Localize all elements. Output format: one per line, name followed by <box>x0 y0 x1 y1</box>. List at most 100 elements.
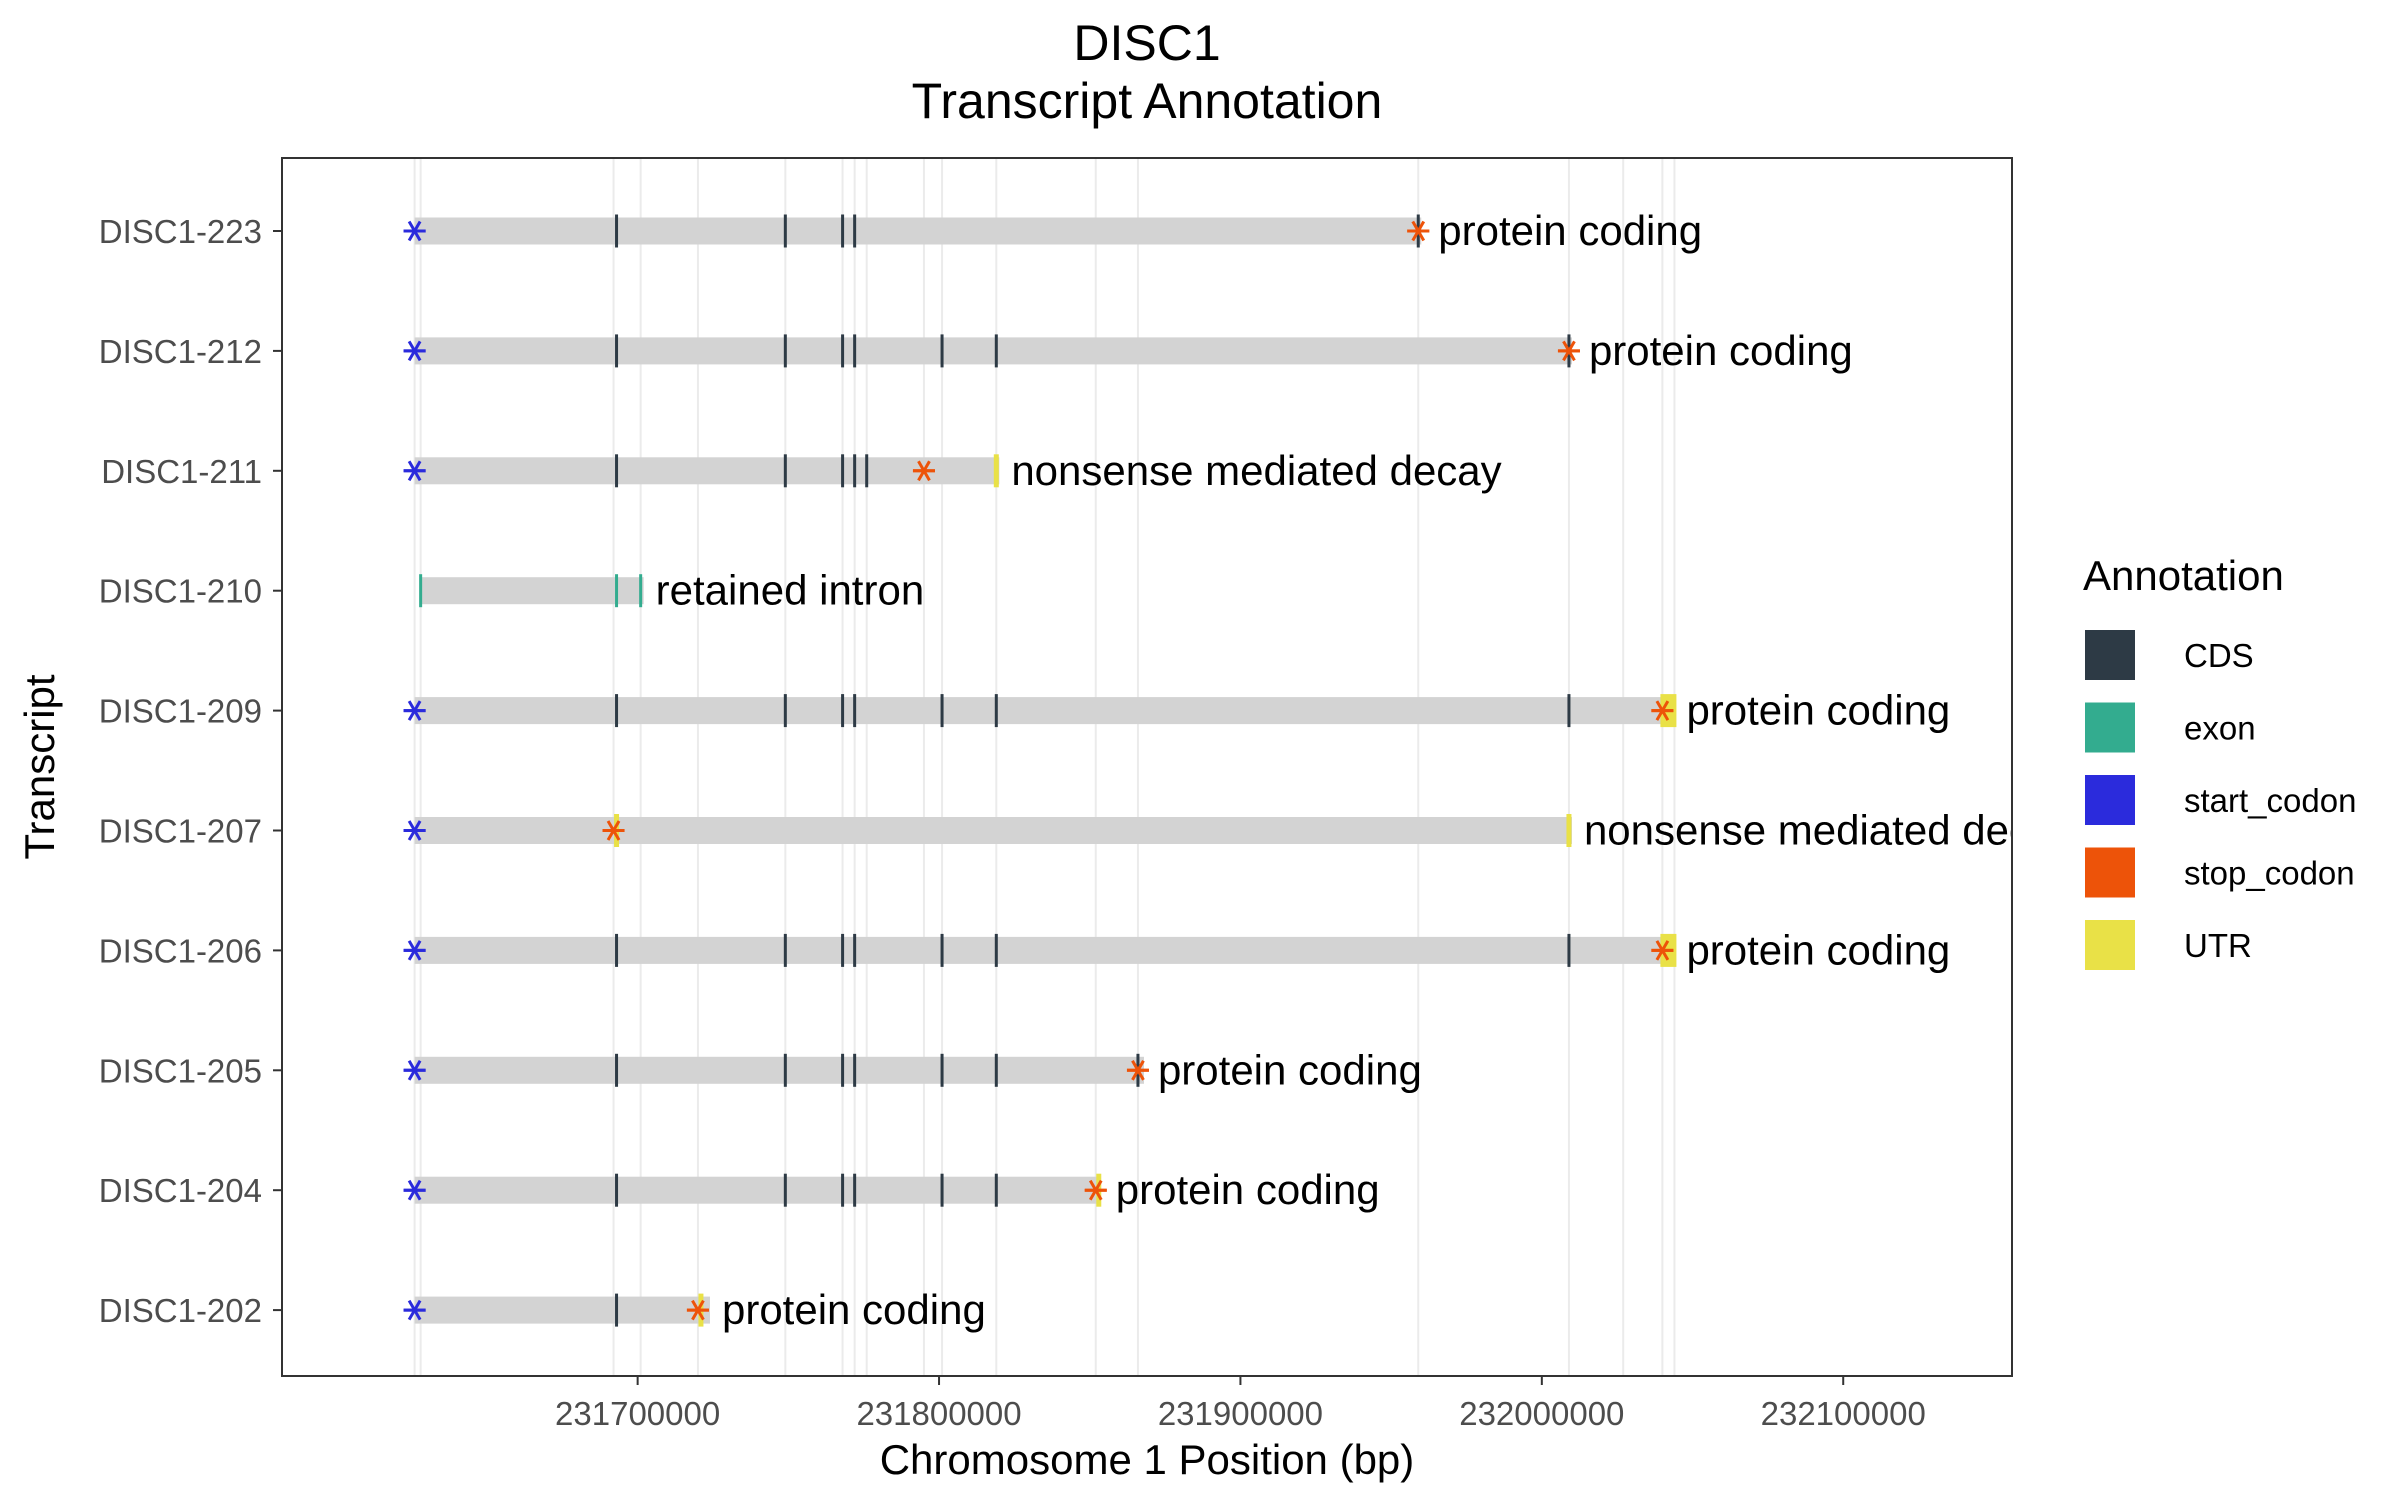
cds-mark <box>940 933 944 967</box>
stop-codon-mark <box>1126 1060 1149 1081</box>
cds-mark <box>853 1053 857 1087</box>
transcript-row: retained intron <box>419 567 924 614</box>
x-tick-label: 231900000 <box>1158 1395 1323 1432</box>
transcript-row: protein coding <box>403 207 1702 254</box>
cds-mark <box>841 1173 845 1207</box>
y-tick-label: DISC1-206 <box>99 932 262 969</box>
stop-codon-mark <box>1407 220 1430 242</box>
chart-title: DISC1 <box>1073 15 1220 71</box>
biotype-label: protein coding <box>1686 687 1950 734</box>
cds-mark <box>853 334 857 368</box>
cds-mark <box>1567 694 1571 728</box>
biotype-label: protein coding <box>1589 327 1853 374</box>
transcript-span <box>414 457 1000 485</box>
cds-mark <box>994 334 998 368</box>
biotype-label: nonsense mediated decay <box>1011 447 1501 494</box>
transcript-row: protein coding <box>403 1046 1422 1093</box>
start-codon-mark <box>403 220 426 242</box>
y-tick-label: DISC1-202 <box>99 1292 262 1329</box>
cds-mark <box>783 694 787 728</box>
cds-mark <box>783 933 787 967</box>
cds-mark <box>783 214 787 248</box>
cds-mark <box>994 1053 998 1087</box>
y-tick-label: DISC1-207 <box>99 813 262 850</box>
cds-mark <box>853 214 857 248</box>
transcript-row: protein coding <box>403 926 1950 973</box>
cds-mark <box>783 334 787 368</box>
utr-mark <box>993 454 999 488</box>
y-axis-title: Transcript <box>16 674 63 859</box>
transcript-row: protein coding <box>403 687 1950 734</box>
biotype-label: protein coding <box>1686 926 1950 973</box>
transcript-span <box>420 577 644 605</box>
cds-mark <box>615 1053 619 1087</box>
y-axis: DISC1-223 DISC1-212 DISC1-211 DISC1-210 DISC… <box>99 213 282 1329</box>
cds-mark <box>841 334 845 368</box>
cds-mark <box>615 933 619 967</box>
x-tick-label: 232000000 <box>1459 1395 1624 1432</box>
x-tick-label: 232100000 <box>1761 1395 1926 1432</box>
chart-subtitle: Transcript Annotation <box>912 73 1383 129</box>
transcript-row: nonsense mediated decay <box>403 807 2074 854</box>
transcript-span <box>414 217 1422 245</box>
cds-mark <box>994 933 998 967</box>
stop-codon-mark <box>686 1299 709 1321</box>
biotype-label: retained intron <box>656 567 925 614</box>
y-tick-label: DISC1-204 <box>99 1172 262 1209</box>
start-codon-mark <box>403 820 426 841</box>
biotype-label: protein coding <box>1116 1166 1380 1213</box>
cds-mark <box>853 933 857 967</box>
transcript-span <box>414 1176 1099 1204</box>
transcript-span <box>414 337 1572 365</box>
transcript-span <box>414 1296 710 1324</box>
exon-mark <box>419 574 423 608</box>
biotype-label: protein coding <box>1158 1046 1422 1093</box>
cds-mark <box>841 694 845 728</box>
stop-codon-mark <box>602 820 625 841</box>
x-axis-title: Chromosome 1 Position (bp) <box>880 1436 1415 1483</box>
legend-label-exon: exon <box>2184 710 2256 747</box>
start-codon-mark <box>403 700 426 721</box>
cds-mark <box>841 214 845 248</box>
cds-mark <box>853 1173 857 1207</box>
legend-key-CDS <box>2085 630 2135 680</box>
cds-mark <box>615 334 619 368</box>
cds-mark <box>615 1173 619 1207</box>
start-codon-mark <box>403 1060 426 1081</box>
cds-mark <box>783 1053 787 1087</box>
stop-codon-mark <box>1651 700 1674 721</box>
start-codon-mark <box>403 460 426 482</box>
start-codon-mark <box>403 940 426 961</box>
transcript-row: protein coding <box>403 1166 1380 1213</box>
y-tick-label: DISC1-211 <box>101 453 262 490</box>
cds-mark <box>853 694 857 728</box>
stop-codon-mark <box>1557 340 1580 362</box>
cds-mark <box>994 694 998 728</box>
y-tick-label: DISC1-205 <box>99 1052 262 1089</box>
cds-mark <box>940 1053 944 1087</box>
cds-mark <box>865 454 869 488</box>
transcript-span <box>414 697 1675 725</box>
start-codon-mark <box>403 1299 426 1321</box>
transcript-tracks: protein coding protein coding nonsense med… <box>403 207 2074 1333</box>
cds-mark <box>994 1173 998 1207</box>
cds-mark <box>615 1293 619 1327</box>
biotype-label: protein coding <box>722 1286 986 1333</box>
plot-panel-border <box>281 157 2013 1377</box>
cds-mark <box>841 933 845 967</box>
cds-mark <box>940 694 944 728</box>
stop-codon-mark <box>912 460 935 482</box>
cds-mark <box>783 1173 787 1207</box>
y-tick-label: DISC1-209 <box>99 693 262 730</box>
start-codon-mark <box>403 340 426 362</box>
legend-label-CDS: CDS <box>2184 637 2254 674</box>
legend-key-stop-codon <box>2085 847 2135 898</box>
biotype-label: nonsense mediated decay <box>1584 807 2074 854</box>
legend-label-stop-codon: stop_codon <box>2184 855 2355 892</box>
y-tick-label: DISC1-212 <box>99 333 262 370</box>
transcript-span <box>414 936 1675 964</box>
transcript-span <box>414 1056 1144 1084</box>
transcript-span <box>414 817 1572 844</box>
cds-mark <box>783 454 787 488</box>
